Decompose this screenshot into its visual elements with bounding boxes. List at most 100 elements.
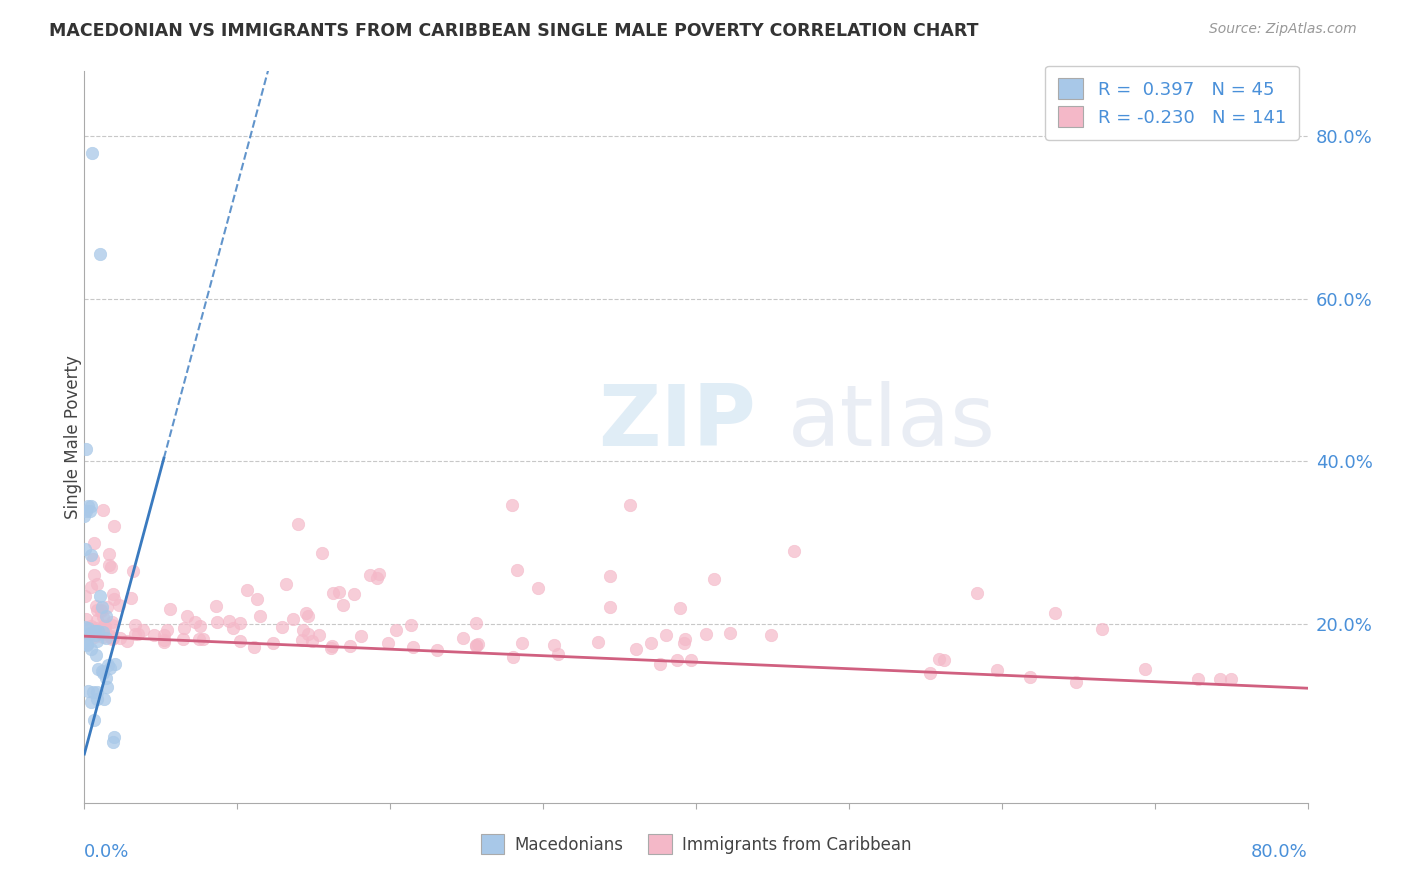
Point [986,663,1008,677]
Point [297,609,319,624]
Point [79,504,101,518]
Point [77,500,100,514]
Point [377,636,399,650]
Point [385,624,408,638]
Point [343,587,366,601]
Point [80,580,103,594]
Point [301,633,323,648]
Point [718,626,741,640]
Point [184,615,207,629]
Point [89,604,111,618]
Point [695,627,717,641]
Point [94,631,117,645]
Point [218,614,240,628]
Point [86,692,108,706]
Point [669,601,692,615]
Point [1064,675,1087,690]
Point [75,504,97,518]
Point [132,624,155,638]
Point [172,632,194,647]
Point [86,613,108,627]
Point [83,714,105,728]
Point [399,617,422,632]
Text: ZIP: ZIP [598,381,756,464]
Point [222,621,245,635]
Point [928,652,950,666]
Point [94,671,117,685]
Point [90,665,112,679]
Point [79,627,101,641]
Point [527,581,550,595]
Point [97,558,120,572]
Point [73,620,96,634]
Point [80,695,103,709]
Point [205,599,228,613]
Point [465,638,488,652]
Point [91,503,114,517]
Point [332,599,354,613]
Point [1018,670,1040,684]
Point [464,616,486,631]
Point [86,633,108,648]
Point [153,632,176,647]
Point [91,610,114,624]
Point [73,509,96,524]
Point [82,685,104,699]
Point [84,621,107,635]
Point [426,642,449,657]
Point [83,630,105,644]
Point [84,599,107,613]
Point [188,618,211,632]
Text: Source: ZipAtlas.com: Source: ZipAtlas.com [1209,22,1357,37]
Point [96,599,118,614]
Point [228,615,250,630]
Point [122,564,145,578]
Point [75,442,97,457]
Point [103,519,125,533]
Point [87,624,110,639]
Point [599,600,621,615]
Point [655,627,678,641]
Point [262,635,284,649]
Point [83,535,105,549]
Point [76,638,98,652]
Point [115,633,138,648]
Point [87,662,110,676]
Point [783,544,806,558]
Point [73,629,96,643]
Point [207,615,229,630]
Point [76,612,98,626]
Point [73,590,96,604]
Point [193,632,215,646]
Point [761,628,783,642]
Point [291,623,314,637]
Point [176,609,198,624]
Point [366,571,388,585]
Point [308,628,330,642]
Point [173,621,195,635]
Point [101,615,124,629]
Point [86,684,108,698]
Point [103,631,125,645]
Point [103,735,125,749]
Point [350,629,373,643]
Point [89,589,111,603]
Point [104,657,127,672]
Point [290,633,312,648]
Point [703,572,725,586]
Point [271,620,294,634]
Point [91,631,114,645]
Text: 80.0%: 80.0% [1251,843,1308,861]
Point [100,630,122,644]
Point [501,498,523,512]
Point [547,647,569,661]
Point [101,587,124,601]
Point [619,498,641,512]
Point [321,639,343,653]
Point [464,640,486,654]
Point [1187,673,1209,687]
Point [91,600,114,615]
Point [93,619,115,633]
Point [339,639,361,653]
Point [665,653,688,667]
